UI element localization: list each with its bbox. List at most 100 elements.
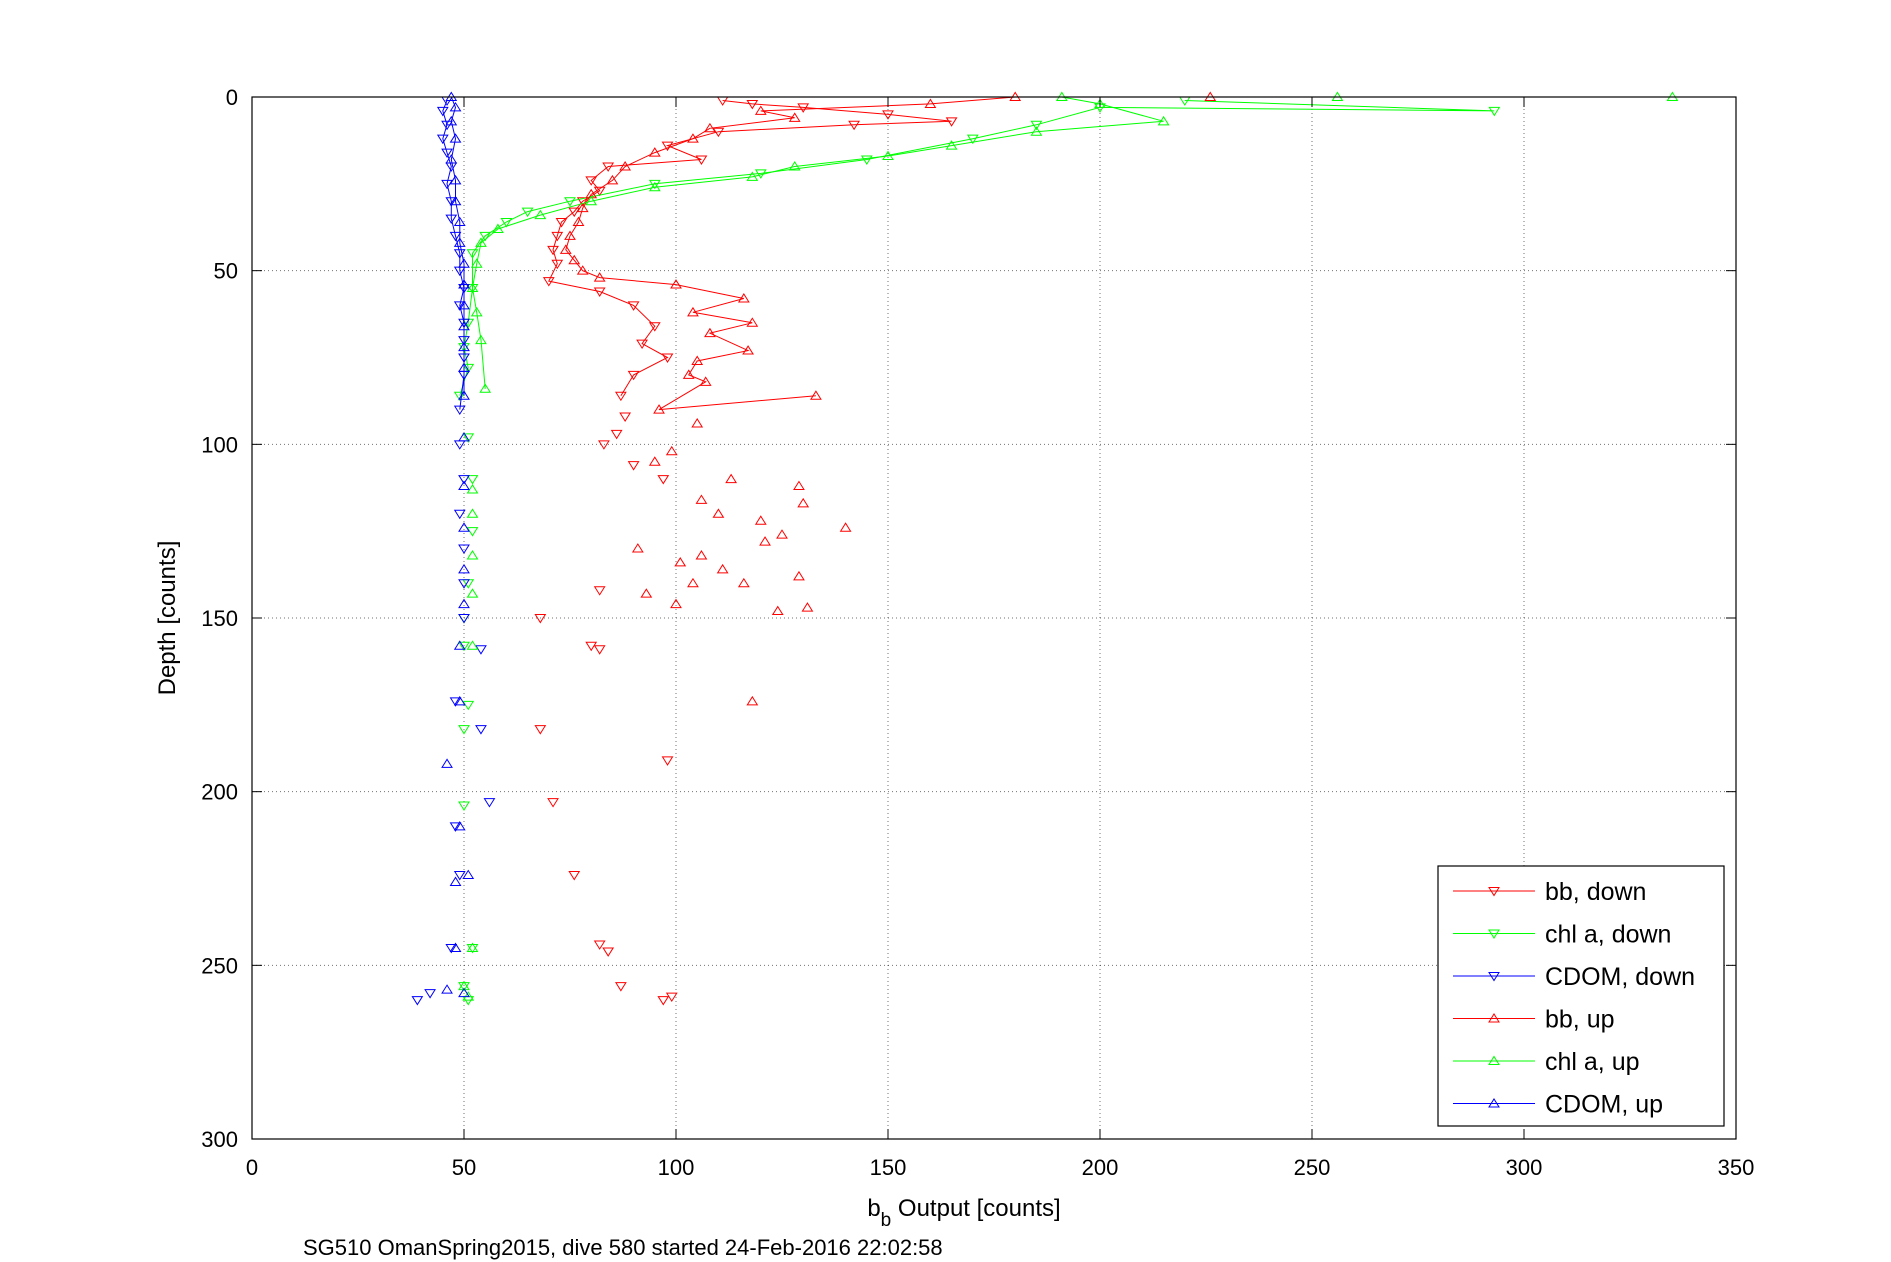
data-point bbox=[606, 174, 619, 185]
legend-swatch-marker bbox=[1488, 887, 1500, 897]
legend-swatch-marker bbox=[1488, 929, 1500, 939]
data-point bbox=[665, 445, 678, 456]
data-point bbox=[462, 700, 475, 711]
data-point bbox=[445, 214, 458, 225]
data-point bbox=[648, 147, 661, 157]
data-point bbox=[572, 216, 585, 227]
series-chl-a-down bbox=[453, 96, 1501, 1006]
data-point bbox=[466, 588, 479, 598]
data-point bbox=[449, 174, 462, 185]
data-point bbox=[801, 602, 814, 612]
x-axis-label-main: b bbox=[867, 1195, 880, 1222]
data-point bbox=[585, 195, 598, 206]
data-point bbox=[453, 237, 466, 247]
data-point bbox=[593, 186, 606, 197]
series-chl-a-up bbox=[458, 91, 1679, 1001]
data-point bbox=[458, 320, 470, 331]
data-point bbox=[695, 550, 708, 560]
data-point bbox=[453, 820, 466, 831]
data-point bbox=[661, 141, 674, 152]
data-point bbox=[797, 103, 810, 113]
data-point bbox=[860, 155, 873, 165]
data-point bbox=[466, 475, 479, 485]
legend-label: chl a, down bbox=[1545, 921, 1671, 949]
data-point bbox=[627, 461, 640, 471]
data-point bbox=[436, 134, 449, 145]
data-point bbox=[576, 197, 589, 207]
data-point bbox=[576, 265, 589, 275]
data-point bbox=[882, 150, 894, 161]
data-point bbox=[687, 133, 699, 143]
data-point bbox=[568, 207, 581, 218]
data-point bbox=[555, 218, 568, 228]
data-point bbox=[534, 614, 547, 624]
data-point bbox=[458, 258, 470, 268]
data-point bbox=[788, 112, 801, 122]
x-tick-label: 150 bbox=[870, 1155, 907, 1180]
data-point bbox=[449, 876, 462, 886]
data-point bbox=[453, 640, 466, 650]
data-point bbox=[462, 363, 475, 374]
data-point bbox=[449, 133, 462, 143]
data-point bbox=[458, 279, 470, 289]
data-point bbox=[788, 161, 801, 171]
data-point bbox=[695, 155, 708, 165]
y-tick-label: 100 bbox=[201, 432, 238, 457]
data-point bbox=[648, 181, 661, 192]
figure-caption: SG510 OmanSpring2015, dive 580 started 2… bbox=[303, 1235, 943, 1260]
data-point bbox=[661, 353, 674, 363]
series-line-chl-a-down bbox=[459, 100, 1495, 396]
data-point bbox=[534, 725, 547, 735]
y-tick-label: 300 bbox=[201, 1127, 238, 1152]
data-point bbox=[754, 515, 767, 525]
data-point bbox=[466, 640, 479, 650]
legend-swatch-marker bbox=[1488, 1098, 1500, 1108]
data-point bbox=[670, 279, 682, 289]
data-point bbox=[598, 440, 610, 450]
data-point bbox=[610, 429, 623, 440]
data-point bbox=[687, 306, 699, 317]
data-point bbox=[547, 798, 559, 808]
data-point bbox=[602, 162, 615, 172]
data-point bbox=[576, 202, 589, 213]
data-point bbox=[411, 996, 424, 1006]
data-point bbox=[445, 115, 458, 126]
data-point bbox=[945, 117, 958, 127]
legend-swatch-marker bbox=[1488, 1055, 1500, 1065]
data-point bbox=[619, 161, 632, 171]
data-point bbox=[466, 527, 479, 537]
data-point bbox=[466, 249, 479, 259]
data-point bbox=[453, 216, 466, 227]
y-tick-label: 0 bbox=[226, 85, 238, 110]
data-point bbox=[776, 529, 788, 539]
data-point bbox=[458, 480, 470, 491]
data-point bbox=[458, 522, 470, 532]
data-point bbox=[704, 122, 716, 133]
data-point bbox=[653, 404, 665, 414]
data-point bbox=[453, 695, 466, 706]
data-point bbox=[602, 947, 615, 957]
data-point bbox=[475, 725, 487, 735]
data-point bbox=[458, 725, 470, 735]
data-point bbox=[746, 695, 759, 706]
data-point bbox=[810, 390, 822, 400]
data-point bbox=[424, 989, 436, 999]
x-tick-label: 300 bbox=[1506, 1155, 1543, 1180]
data-point bbox=[848, 120, 860, 131]
data-point bbox=[670, 598, 682, 609]
data-point bbox=[1157, 115, 1170, 126]
data-point bbox=[475, 237, 487, 247]
x-axis-label-rest: Output [counts] bbox=[891, 1195, 1060, 1222]
data-point bbox=[746, 317, 759, 327]
legend-label: bb, down bbox=[1545, 878, 1646, 906]
data-point bbox=[793, 480, 805, 491]
data-point bbox=[657, 475, 670, 485]
data-point bbox=[534, 209, 547, 220]
data-point bbox=[661, 756, 674, 766]
data-point bbox=[466, 943, 479, 954]
data-point bbox=[466, 942, 479, 952]
x-tick-label: 0 bbox=[246, 1155, 258, 1180]
data-point bbox=[453, 391, 466, 402]
x-tick-label: 250 bbox=[1294, 1155, 1331, 1180]
